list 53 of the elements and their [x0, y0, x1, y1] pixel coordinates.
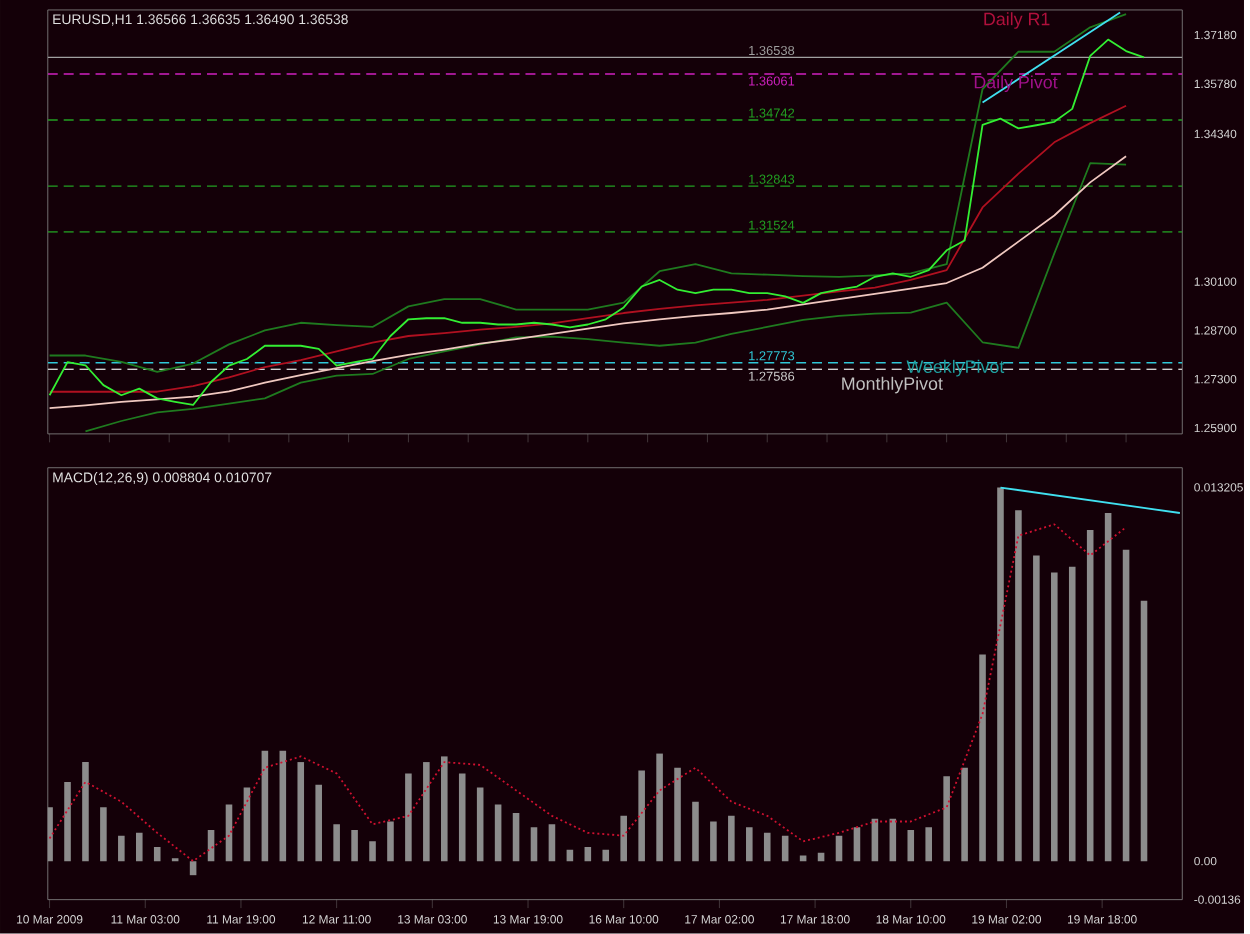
bar: [1104, 513, 1112, 862]
bar: [423, 762, 430, 862]
bar: [369, 841, 376, 862]
bar: [584, 847, 592, 862]
bar: [1086, 530, 1094, 862]
bar: [656, 753, 663, 862]
bar: [351, 830, 358, 862]
bar: [1068, 567, 1076, 862]
bar: [512, 813, 520, 862]
bar: [638, 770, 645, 862]
bar: [441, 756, 448, 862]
bar: [153, 847, 161, 862]
annotation: MonthlyPivot: [842, 377, 943, 394]
bar: [979, 654, 986, 862]
bar: [47, 807, 53, 862]
bar: [692, 801, 699, 862]
bar: [261, 751, 269, 862]
bar: [333, 824, 340, 862]
bar: [853, 827, 861, 862]
bar: [997, 487, 1004, 862]
bar: [602, 850, 610, 862]
bar: [925, 827, 933, 862]
bar: [1122, 550, 1130, 862]
bar: [728, 816, 735, 862]
bar: [315, 784, 322, 862]
bar: [1033, 555, 1040, 862]
bar: [279, 751, 287, 862]
bar: [710, 821, 717, 862]
bar: [476, 787, 484, 862]
bar: [82, 762, 89, 862]
bar: [405, 773, 412, 862]
bar: [64, 782, 71, 862]
bar: [674, 767, 681, 862]
annotation: Daily R1: [984, 12, 1050, 30]
bar: [763, 833, 771, 862]
bar: [1140, 601, 1148, 862]
bar: [1015, 510, 1022, 862]
bar: [799, 855, 807, 862]
bar: [907, 830, 915, 862]
bar: [548, 824, 556, 862]
bar: [387, 821, 394, 862]
bar: [746, 827, 753, 862]
bar: [494, 804, 502, 862]
bar: [100, 807, 107, 862]
bar: [530, 827, 538, 862]
bar: [961, 767, 968, 862]
bar: [620, 816, 627, 862]
bar: [943, 776, 950, 862]
bar: [297, 762, 305, 862]
bar: [118, 835, 125, 862]
bar: [135, 833, 143, 862]
bar: [458, 773, 466, 862]
bar: [1051, 572, 1058, 862]
